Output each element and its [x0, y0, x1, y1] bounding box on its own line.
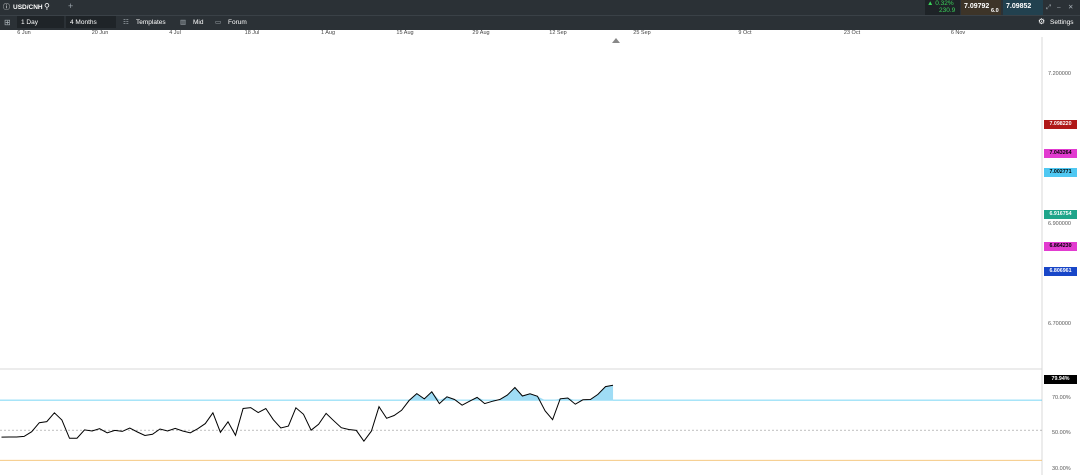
- rsi-level-label: 70.00%: [1052, 395, 1071, 401]
- ask-box[interactable]: 7.09852: [1003, 0, 1043, 15]
- ask-price: 7.09852: [1006, 3, 1032, 10]
- rsi-overbought-fill: [409, 385, 614, 401]
- instrument-bar: ⓘ USD/CNH ⚲ + ▲ 0.32% 230.9 7.09792 6.0 …: [0, 0, 1080, 15]
- price-chart[interactable]: [0, 37, 1080, 475]
- change-pct: ▲ 0.32%: [927, 0, 954, 7]
- x-label: 15 Aug: [396, 30, 414, 36]
- price-marker-ma: 7.043264: [1044, 149, 1077, 158]
- close-icon[interactable]: ✕: [1068, 4, 1074, 11]
- price-marker-ma: 6.916754: [1044, 210, 1077, 219]
- x-label: 9 Oct: [738, 30, 752, 36]
- x-label: 18 Jul: [244, 30, 260, 36]
- rsi-line: [1, 384, 614, 443]
- add-tab-icon[interactable]: +: [68, 1, 74, 11]
- x-label: 4 Jul: [169, 30, 181, 36]
- interval-label: 1 Day: [21, 19, 38, 26]
- x-label: 12 Sep: [549, 30, 567, 36]
- rsi-level-label: 30.00%: [1052, 466, 1071, 472]
- bid-box[interactable]: 7.09792: [961, 0, 1001, 15]
- change-points: 230.9: [939, 7, 956, 14]
- time-axis: [0, 30, 1080, 37]
- x-label: 29 Aug: [472, 30, 490, 36]
- x-label: 6 Jun: [17, 30, 31, 36]
- price-pane: [0, 37, 1042, 369]
- rsi-level-label: 50.00%: [1052, 430, 1071, 436]
- info-icon[interactable]: ⓘ: [3, 4, 10, 11]
- gear-icon[interactable]: ⚙: [1038, 17, 1046, 26]
- expand-icon[interactable]: ⤢: [1046, 4, 1052, 11]
- x-label: 25 Sep: [633, 30, 651, 36]
- x-label: 20 Jun: [91, 30, 109, 36]
- y-tick: 6.900000: [1048, 221, 1071, 227]
- spread-value: 6.0: [991, 8, 999, 14]
- price-marker-ma: 7.002771: [1044, 168, 1077, 177]
- y-tick: 7.200000: [1048, 71, 1071, 77]
- price-marker-support: 6.806961: [1044, 267, 1077, 276]
- forum-button[interactable]: Forum: [228, 19, 247, 26]
- templates-button[interactable]: Templates: [136, 19, 166, 26]
- symbol-label: USD/CNH: [13, 4, 43, 11]
- chart-toolbar: [0, 15, 1080, 31]
- settings-button[interactable]: Settings: [1050, 19, 1074, 26]
- x-label: 23 Oct: [843, 30, 861, 36]
- x-label: 1 Aug: [320, 30, 336, 36]
- price-type-button[interactable]: Mid: [193, 19, 204, 26]
- range-selector[interactable]: 4 Months: [66, 16, 116, 28]
- price-marker-ma: 6.864230: [1044, 242, 1077, 251]
- price-type-icon: ▥: [180, 19, 187, 26]
- bid-price: 7.09792: [964, 3, 990, 10]
- templates-icon: ☷: [123, 19, 129, 26]
- interval-selector[interactable]: 1 Day: [17, 16, 64, 28]
- change-box: ▲ 0.32% 230.9: [925, 0, 960, 15]
- search-icon[interactable]: ⚲: [44, 2, 50, 11]
- range-label: 4 Months: [70, 19, 97, 26]
- scroll-marker-icon: [612, 38, 620, 43]
- minimize-icon[interactable]: –: [1057, 4, 1061, 11]
- chat-bubble-icon: ▭: [215, 19, 222, 26]
- price-marker-current: 7.098220: [1044, 120, 1077, 129]
- y-tick: 6.700000: [1048, 321, 1071, 327]
- x-label: 6 Nov: [950, 30, 966, 36]
- layout-grid-icon[interactable]: ⊞: [4, 18, 11, 27]
- rsi-current-marker: 79.94%: [1044, 375, 1077, 384]
